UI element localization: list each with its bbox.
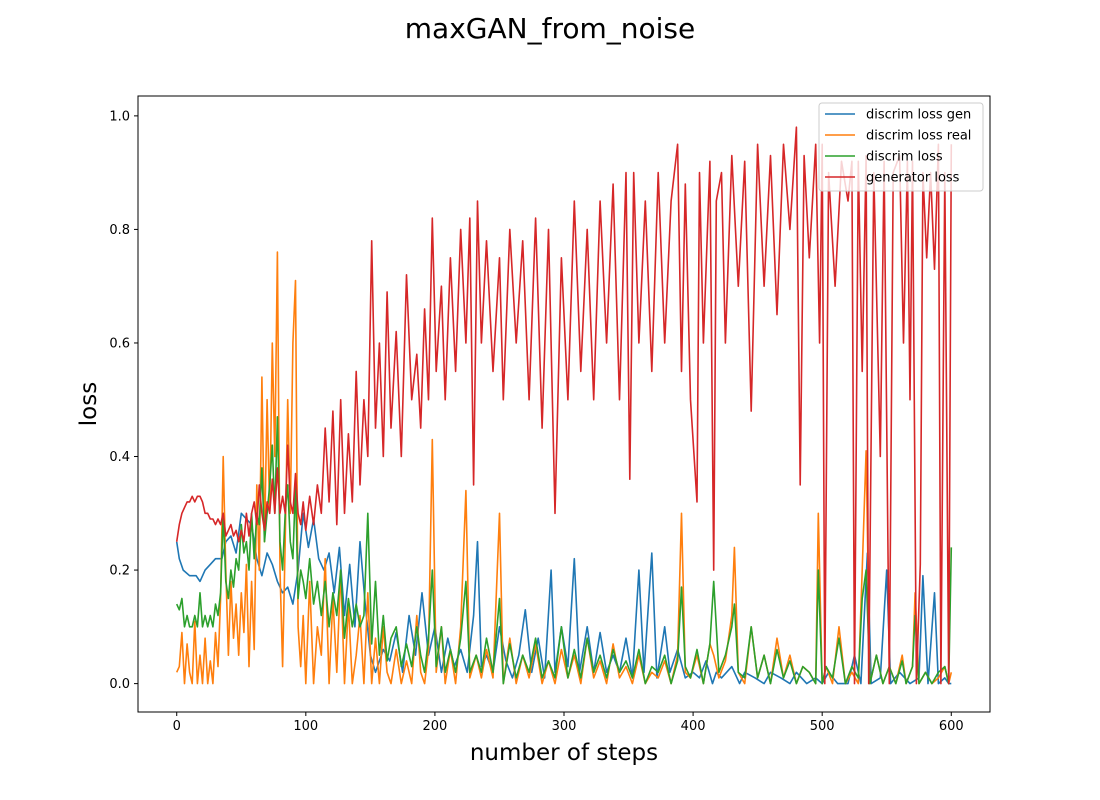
x-axis: 0 100 200 300 400 500 600	[173, 712, 964, 734]
legend-label: discrim loss real	[866, 129, 971, 144]
x-tick-label: 500	[810, 719, 835, 734]
x-tick-label: 100	[293, 719, 318, 734]
x-tick-label: 600	[939, 719, 964, 734]
chart-title: maxGAN_from_noise	[405, 12, 695, 45]
x-axis-title: number of steps	[470, 740, 658, 766]
y-tick-label: 0.8	[109, 223, 130, 238]
legend: discrim loss gen discrim loss real discrim…	[818, 102, 984, 192]
legend-label: discrim loss gen	[866, 108, 971, 123]
x-tick-label: 400	[681, 719, 706, 734]
y-tick-label: 0.2	[109, 564, 130, 579]
series-line-4	[175, 126, 953, 685]
x-tick-label: 200	[422, 719, 447, 734]
x-tick-label: 0	[173, 719, 181, 734]
series-layer	[175, 126, 953, 685]
series-line-3	[175, 416, 953, 685]
y-axis-title: loss	[76, 382, 102, 426]
y-tick-label: 1.0	[109, 109, 130, 124]
y-axis: 0.0 0.2 0.4 0.6 0.8 1.0	[109, 109, 138, 692]
x-tick-label: 300	[552, 719, 577, 734]
y-tick-label: 0.4	[109, 450, 130, 465]
legend-label: discrim loss	[866, 150, 943, 165]
legend-label: generator loss	[866, 171, 960, 186]
y-tick-label: 0.6	[109, 336, 130, 351]
legend-box	[818, 102, 984, 192]
y-tick-label: 0.0	[109, 677, 130, 692]
